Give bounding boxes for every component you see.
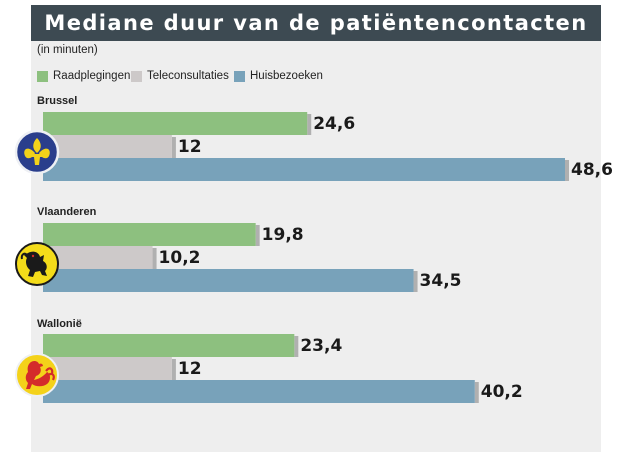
bar-vlaanderen-raadplegingen	[43, 223, 256, 246]
bar-wallonie-raadplegingen	[43, 334, 295, 357]
bar-vlaanderen-teleconsultaties	[43, 246, 153, 269]
data-label-brussel-huisbezoeken: 48,6	[571, 160, 613, 180]
chart-title: Mediane duur van de patiëntencontacten	[44, 11, 588, 35]
bar-shadow-wallonie-raadplegingen	[294, 336, 299, 357]
region-label-wallonie: Wallonië	[37, 318, 82, 330]
data-label-wallonie-huisbezoeken: 40,2	[480, 382, 523, 402]
brussels-iris-icon	[14, 129, 60, 175]
data-label-vlaanderen-huisbezoeken: 34,5	[419, 271, 462, 291]
data-label-vlaanderen-raadplegingen: 19,8	[261, 225, 304, 245]
flemish-lion-icon	[15, 242, 59, 286]
bar-shadow-vlaanderen-teleconsultaties	[152, 248, 157, 269]
bar-shadow-wallonie-teleconsultaties	[171, 359, 176, 380]
bar-brussel-raadplegingen	[43, 112, 308, 135]
walloon-rooster-icon	[15, 353, 59, 397]
bar-shadow-wallonie-huisbezoeken	[474, 382, 479, 403]
legend-swatch-teleconsultaties	[131, 70, 142, 82]
bar-wallonie-teleconsultaties	[43, 357, 172, 380]
legend-item-raadplegingen: Raadplegingen	[37, 69, 130, 83]
legend-label-teleconsultaties: Teleconsultaties	[147, 70, 229, 82]
data-label-brussel-raadplegingen: 24,6	[313, 114, 356, 134]
legend-item-teleconsultaties: Teleconsultaties	[131, 69, 229, 83]
bar-vlaanderen-huisbezoeken	[43, 269, 414, 292]
unit-note: (in minuten)	[37, 44, 98, 56]
bar-wallonie-huisbezoeken	[43, 380, 475, 403]
bar-shadow-brussel-teleconsultaties	[171, 137, 176, 158]
bar-shadow-brussel-raadplegingen	[307, 114, 312, 135]
data-label-wallonie-raadplegingen: 23,4	[300, 336, 343, 356]
bar-shadow-vlaanderen-huisbezoeken	[413, 271, 418, 292]
legend-swatch-raadplegingen	[37, 70, 48, 82]
region-label-vlaanderen: Vlaanderen	[37, 206, 97, 218]
legend-item-huisbezoeken: Huisbezoeken	[234, 69, 323, 83]
region-label-brussel: Brussel	[37, 95, 78, 107]
bar-shadow-brussel-huisbezoeken	[565, 160, 569, 181]
data-label-brussel-teleconsultaties: 12	[177, 137, 202, 157]
bar-brussel-huisbezoeken	[43, 158, 565, 181]
legend-label-raadplegingen: Raadplegingen	[53, 70, 131, 82]
data-label-wallonie-teleconsultaties: 12	[177, 359, 202, 379]
title-bar: Mediane duur van de patiëntencontacten	[31, 5, 601, 41]
legend-label-huisbezoeken: Huisbezoeken	[250, 70, 323, 82]
legend-swatch-huisbezoeken	[234, 70, 245, 82]
bars-layer	[43, 112, 569, 403]
bar-shadow-vlaanderen-raadplegingen	[255, 225, 260, 246]
bar-brussel-teleconsultaties	[43, 135, 172, 158]
data-label-vlaanderen-teleconsultaties: 10,2	[158, 248, 201, 268]
